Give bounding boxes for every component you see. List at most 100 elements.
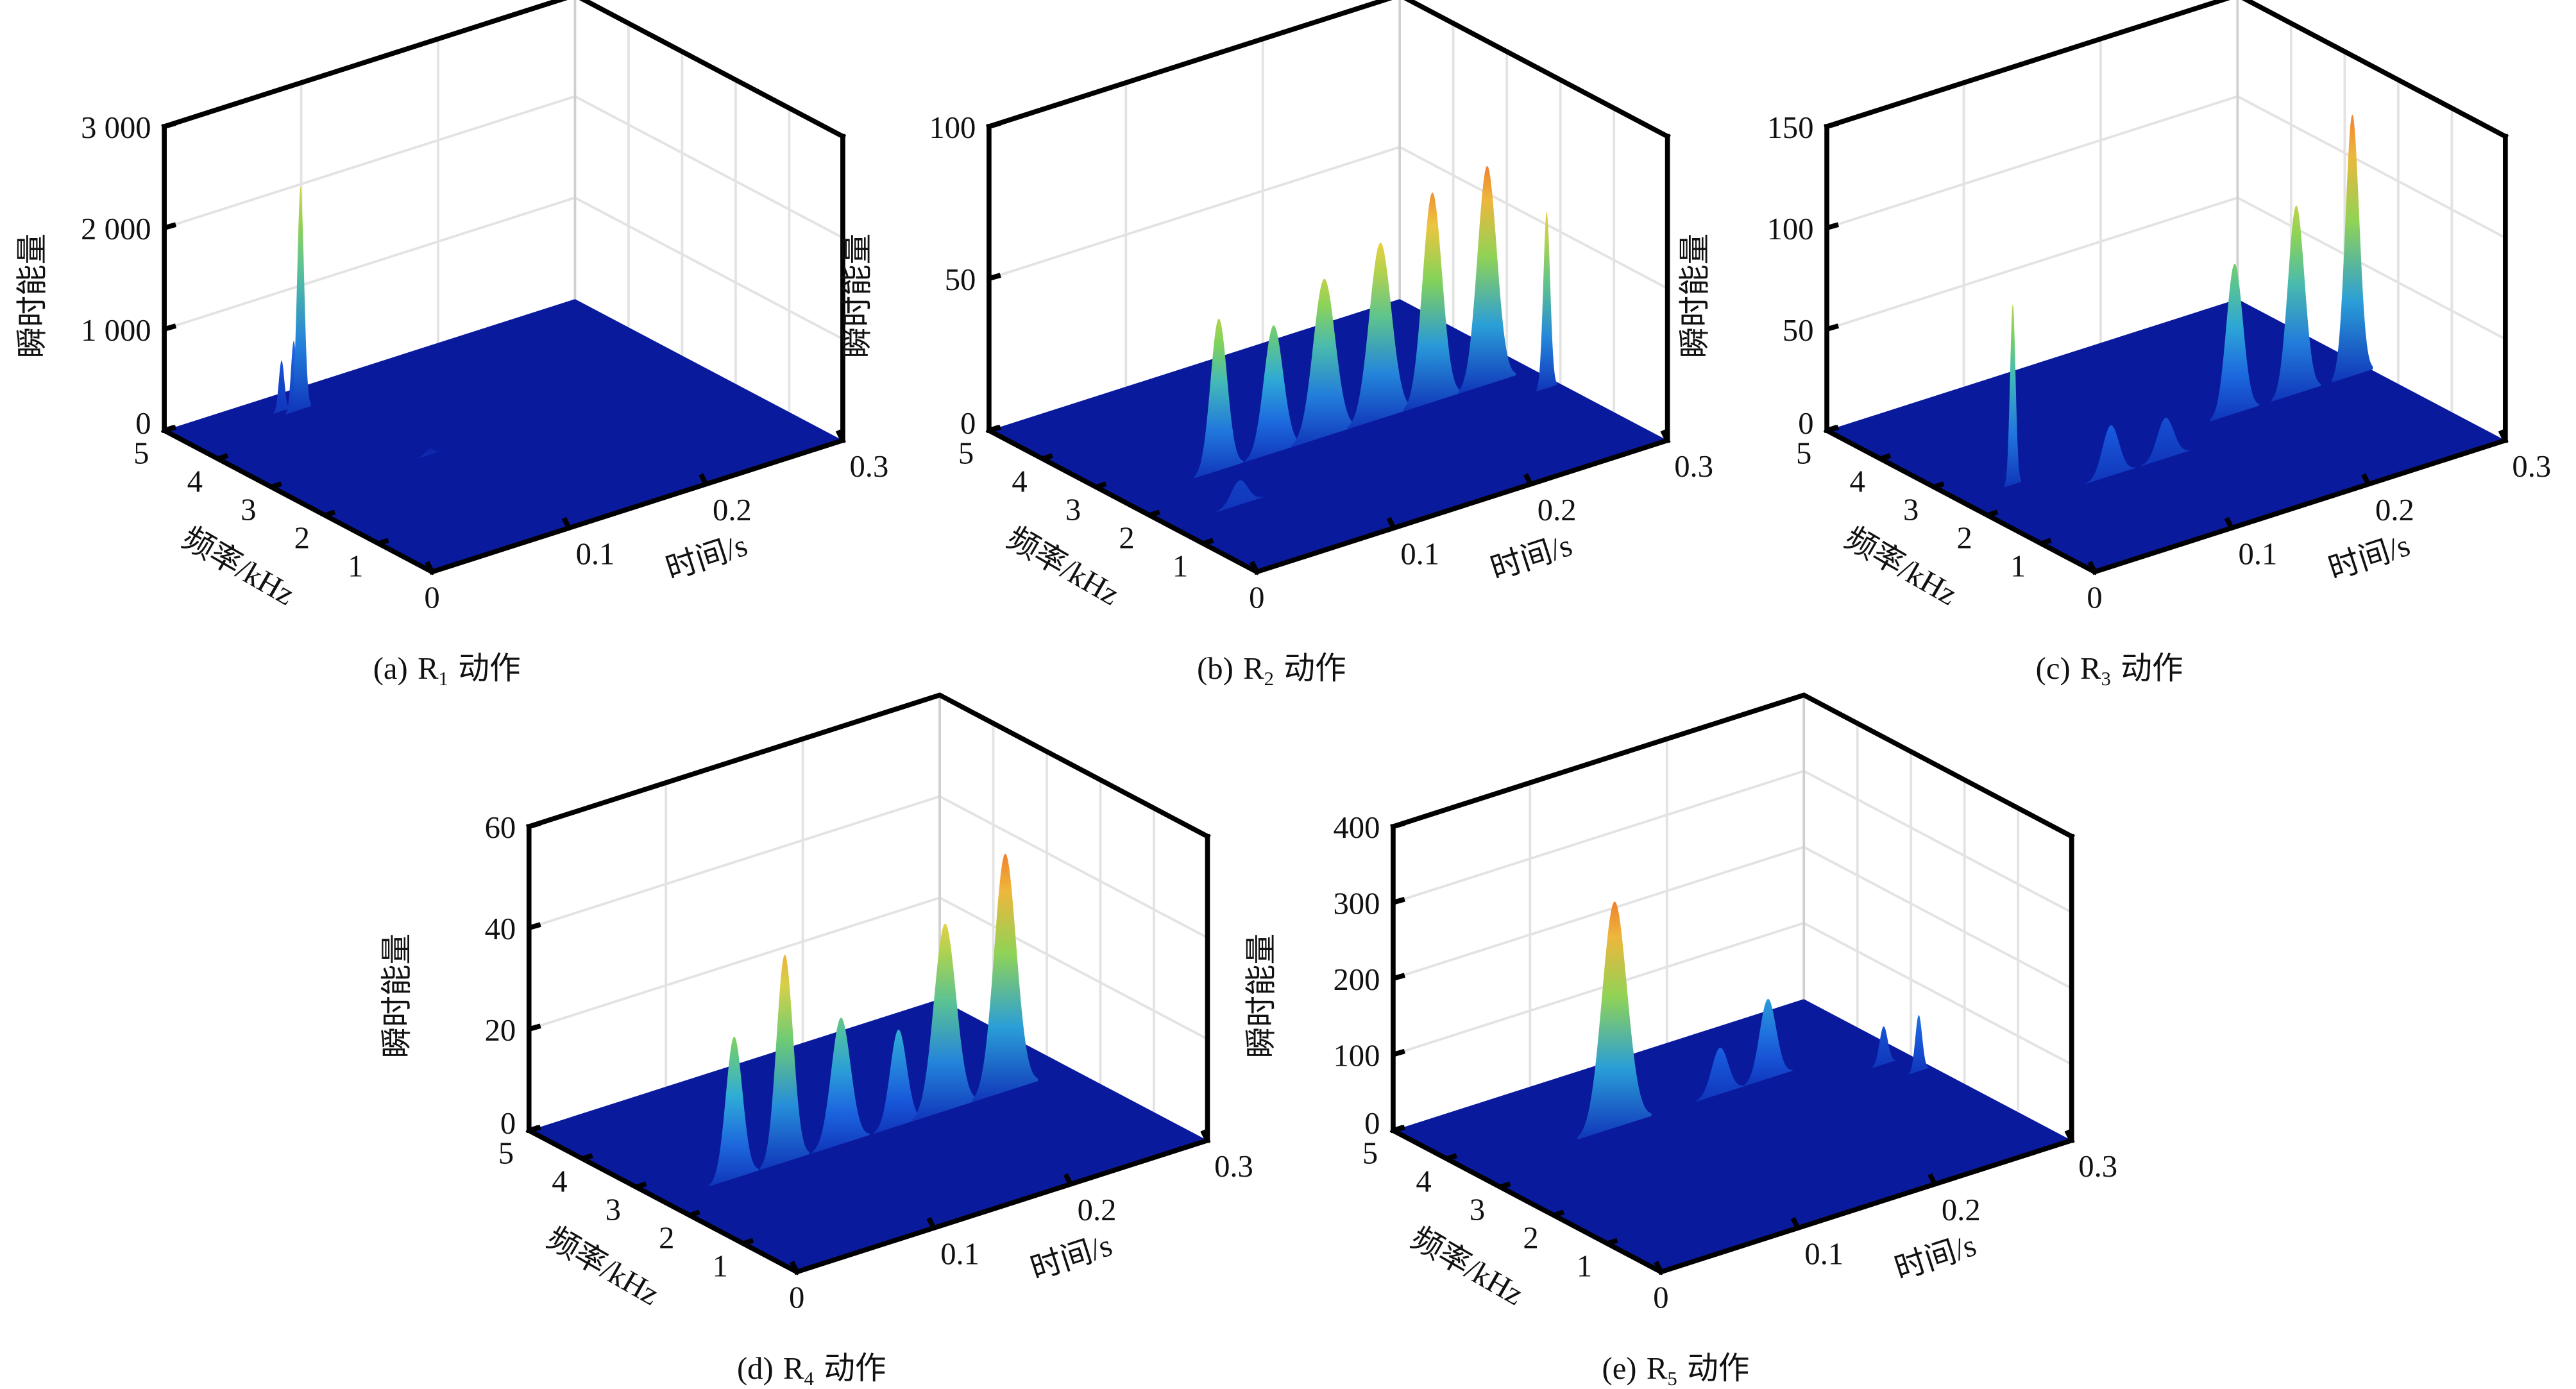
time-tick-label: 0 bbox=[789, 1281, 804, 1315]
z-tick-label: 3 000 bbox=[81, 110, 151, 145]
z-tick bbox=[1392, 896, 1405, 905]
time-tick bbox=[2498, 429, 2508, 442]
frequency-tick bbox=[1499, 1181, 1511, 1189]
surface-peak bbox=[1695, 1048, 1745, 1102]
frequency-tick bbox=[581, 1153, 593, 1161]
surface-peak bbox=[1577, 901, 1652, 1140]
time-tick-label: 0.1 bbox=[2239, 536, 2278, 571]
time-axis bbox=[793, 1137, 1211, 1275]
caption-var: R bbox=[418, 651, 439, 686]
surface-peak bbox=[972, 853, 1038, 1102]
caption-var: R bbox=[2080, 651, 2101, 686]
top-edge bbox=[161, 0, 847, 140]
frequency-tick bbox=[1826, 425, 1838, 433]
caption-var: R bbox=[1647, 1351, 1668, 1386]
frequency-tick bbox=[688, 1209, 700, 1218]
frequency-tick-label: 4 bbox=[552, 1164, 567, 1198]
z-tick-label: 1 000 bbox=[81, 313, 151, 348]
z-tick bbox=[988, 121, 1001, 129]
time-tick bbox=[790, 1261, 799, 1274]
z-tick bbox=[528, 1023, 541, 1032]
subplot-caption: (c) R3 动作 bbox=[2036, 651, 2183, 690]
time-tick-label: 0 bbox=[2087, 581, 2102, 615]
surface-peak bbox=[2271, 205, 2321, 402]
time-tick-label: 0 bbox=[1249, 581, 1264, 615]
time-tick-label: 0.1 bbox=[1400, 536, 1439, 571]
caption-sub: 1 bbox=[439, 668, 448, 690]
frequency-tick bbox=[1879, 453, 1892, 461]
z-tick bbox=[164, 121, 177, 129]
time-axis-label: 时间/s bbox=[2324, 528, 2414, 586]
time-tick bbox=[1386, 516, 1396, 529]
surface-peak bbox=[1536, 212, 1557, 392]
frequency-tick-label: 4 bbox=[1850, 464, 1865, 499]
z-tick bbox=[164, 323, 177, 332]
surface-floor bbox=[1393, 999, 2072, 1272]
frequency-tick bbox=[988, 425, 1000, 433]
grid-line bbox=[1826, 196, 2506, 341]
z-tick bbox=[1392, 821, 1405, 829]
frequency-tick bbox=[1149, 509, 1160, 518]
frequency-tick-label: 5 bbox=[1362, 1136, 1378, 1170]
subplot-caption: (a) R1 动作 bbox=[373, 651, 521, 690]
caption-label: (d) bbox=[737, 1351, 774, 1386]
grid-line bbox=[529, 896, 1208, 1041]
frequency-tick-label: 2 bbox=[659, 1221, 674, 1256]
frequency-tick bbox=[635, 1181, 647, 1189]
frequency-tick-label: 4 bbox=[1012, 464, 1027, 499]
grid-line bbox=[1393, 846, 2072, 990]
surface-peak bbox=[2140, 418, 2190, 466]
z-tick bbox=[1826, 121, 1840, 129]
frequency-tick-label: 4 bbox=[187, 464, 203, 499]
time-tick bbox=[1654, 1261, 1663, 1274]
surface-peak bbox=[2086, 425, 2136, 484]
z-axis-label: 瞬时能量 bbox=[1678, 234, 1713, 359]
time-tick-label: 0.3 bbox=[849, 449, 888, 484]
frequency-tick-label: 5 bbox=[1796, 436, 1811, 470]
z-tick-label: 60 bbox=[485, 810, 516, 845]
z-tick bbox=[164, 222, 177, 230]
surface-floor bbox=[529, 999, 1208, 1272]
caption-var: R bbox=[1243, 651, 1264, 686]
frequency-tick-label: 2 bbox=[1119, 520, 1134, 555]
time-tick-label: 0.3 bbox=[1214, 1149, 1253, 1184]
caption-suffix: 动作 bbox=[1284, 651, 1346, 686]
caption-label: (a) bbox=[373, 651, 408, 686]
z-tick bbox=[1826, 222, 1840, 230]
time-tick-label: 0.1 bbox=[1804, 1236, 1843, 1271]
time-tick-label: 0.3 bbox=[2078, 1149, 2117, 1184]
time-tick bbox=[1523, 473, 1533, 486]
frequency-tick bbox=[324, 509, 336, 518]
frequency-tick-label: 1 bbox=[348, 549, 363, 583]
time-axis bbox=[428, 437, 846, 575]
subplot-caption: (e) R5 动作 bbox=[1602, 1351, 1750, 1389]
frequency-tick-label: 3 bbox=[1065, 492, 1081, 527]
frequency-axis bbox=[525, 1127, 801, 1275]
time-tick-label: 0.2 bbox=[2375, 493, 2414, 527]
surface-peak bbox=[417, 448, 443, 459]
frequency-axis-label: 频率/kHz bbox=[176, 520, 300, 612]
frequency-tick-label: 3 bbox=[1470, 1192, 1485, 1227]
z-tick-label: 50 bbox=[1783, 313, 1814, 348]
time-tick bbox=[835, 429, 845, 442]
surface-peak bbox=[709, 1036, 759, 1187]
z-tick bbox=[1826, 323, 1840, 332]
frequency-axis bbox=[160, 427, 436, 575]
frequency-tick bbox=[377, 538, 389, 546]
z-tick-label: 0 bbox=[1364, 1106, 1380, 1141]
frequency-tick-label: 3 bbox=[1903, 492, 1919, 527]
time-axis-label: 时间/s bbox=[661, 528, 751, 586]
grid-line bbox=[1826, 95, 2506, 239]
time-axis bbox=[1253, 437, 1671, 575]
caption-sub: 3 bbox=[2101, 668, 2111, 690]
time-tick bbox=[1790, 1217, 1801, 1229]
surface-peak bbox=[911, 923, 978, 1121]
grid-line bbox=[529, 795, 1208, 939]
surface-peak bbox=[1194, 318, 1244, 479]
frequency-tick-label: 1 bbox=[713, 1249, 728, 1284]
time-tick-label: 0.1 bbox=[576, 536, 615, 571]
